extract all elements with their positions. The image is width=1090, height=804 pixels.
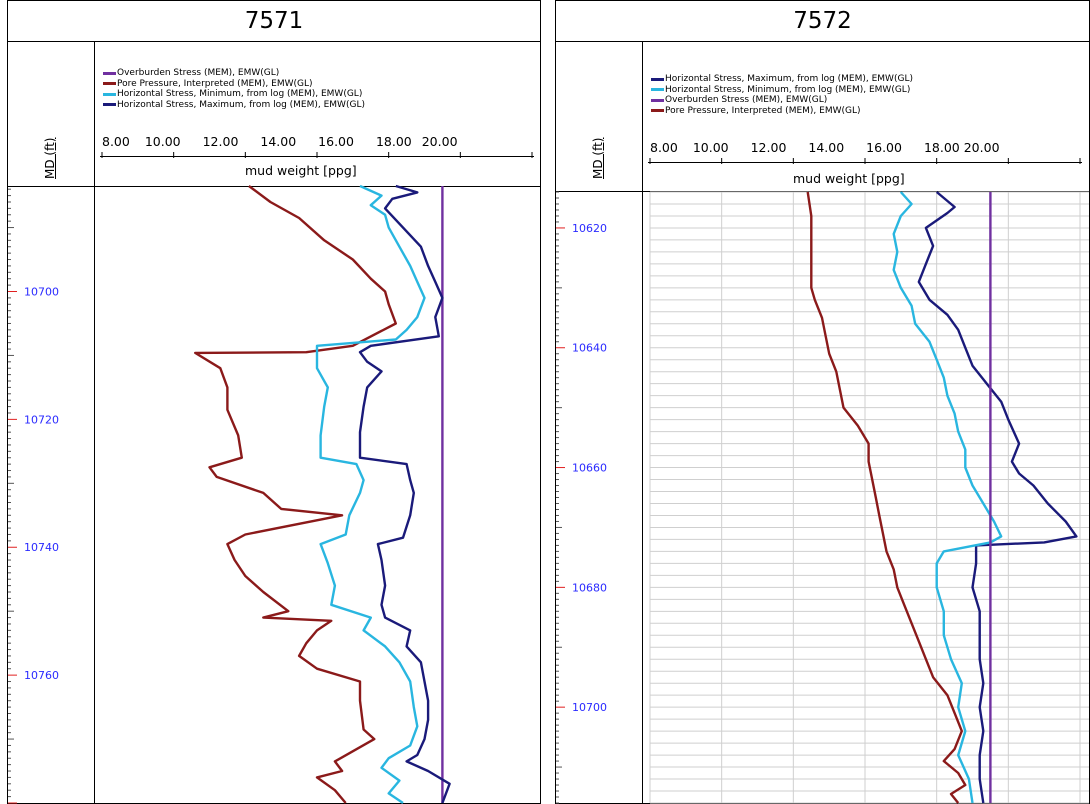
legend-item: Overburden Stress (MEM), EMW(GL) xyxy=(103,68,365,79)
legend-swatch xyxy=(651,98,664,102)
series-line xyxy=(358,184,451,804)
legend-swatch xyxy=(651,109,664,113)
scale-tick-label: 10.00 xyxy=(692,140,729,155)
legend-swatch xyxy=(103,103,116,107)
depth-tick-label: 10720 xyxy=(24,413,59,426)
scale-tick-label: 16.00 xyxy=(318,134,354,149)
legend-item: Horizontal Stress, Maximum, from log (ME… xyxy=(651,74,913,85)
legend-swatch xyxy=(651,88,664,92)
depth-tick-label: 10640 xyxy=(572,342,607,355)
series-line xyxy=(193,185,397,804)
x-axis-label: mud weight [ppg] xyxy=(245,163,357,178)
x-axis-label: mud weight [ppg] xyxy=(793,171,905,186)
depth-tick-label: 10740 xyxy=(24,541,59,554)
depth-tick-label: 10700 xyxy=(572,701,607,714)
legend-item: Pore Pressure, Interpreted (MEM), EMW(GL… xyxy=(103,79,365,90)
scale-tick-label: 20.00 xyxy=(963,140,1000,155)
scale-tick-label: 14.00 xyxy=(260,134,297,149)
scale-tick-label: 16.00 xyxy=(866,140,902,155)
scale-tick-label: 8.00 xyxy=(650,140,678,155)
series-line xyxy=(806,191,967,804)
scale-tick-label: 10.00 xyxy=(144,134,181,149)
legend-swatch xyxy=(103,82,116,86)
panel-title: 7571 xyxy=(8,1,540,42)
scale-tick-label: 12.00 xyxy=(750,140,787,155)
scale-tick-label: 12.00 xyxy=(202,134,239,149)
legend-item: Overburden Stress (MEM), EMW(GL) xyxy=(651,95,913,106)
legend-item: Horizontal Stress, Minimum, from log (ME… xyxy=(103,89,365,100)
panel-title: 7572 xyxy=(556,1,1089,42)
depth-tick-label: 10660 xyxy=(572,462,607,475)
legend-swatch xyxy=(103,71,116,75)
legend-item: Horizontal Stress, Maximum, from log (ME… xyxy=(103,100,365,111)
depth-column xyxy=(8,41,95,803)
scale-tick-label: 14.00 xyxy=(808,140,845,155)
legend: Overburden Stress (MEM), EMW(GL) Pore Pr… xyxy=(103,68,365,110)
scale-ticks: 8.00 10.00 12.00 14.00 16.00 18.00 20.00 xyxy=(650,140,1000,155)
depth-tick-label: 10620 xyxy=(572,222,607,235)
series-line xyxy=(315,184,426,804)
scale-tick-label: 20.00 xyxy=(421,134,458,149)
series-line xyxy=(917,191,1078,804)
series-line xyxy=(892,191,1003,804)
scale-tick-label: 18.00 xyxy=(923,140,960,155)
legend-swatch xyxy=(103,92,116,96)
scale-ticks: 8.00 10.00 12.00 14.00 16.00 18.00 20.00 xyxy=(102,134,458,149)
depth-tick-label: 10760 xyxy=(24,669,59,682)
legend-swatch xyxy=(651,77,664,81)
legend-item: Horizontal Stress, Minimum, from log (ME… xyxy=(651,85,913,96)
scale-tick-label: 8.00 xyxy=(102,134,130,149)
legend-item: Pore Pressure, Interpreted (MEM), EMW(GL… xyxy=(651,106,913,117)
depth-tick-label: 10700 xyxy=(24,285,59,298)
header-divider xyxy=(8,186,540,187)
depth-column xyxy=(556,41,643,803)
depth-tick-label: 10680 xyxy=(572,581,607,594)
legend: Horizontal Stress, Maximum, from log (ME… xyxy=(651,74,913,116)
scale-tick-label: 18.00 xyxy=(375,134,412,149)
